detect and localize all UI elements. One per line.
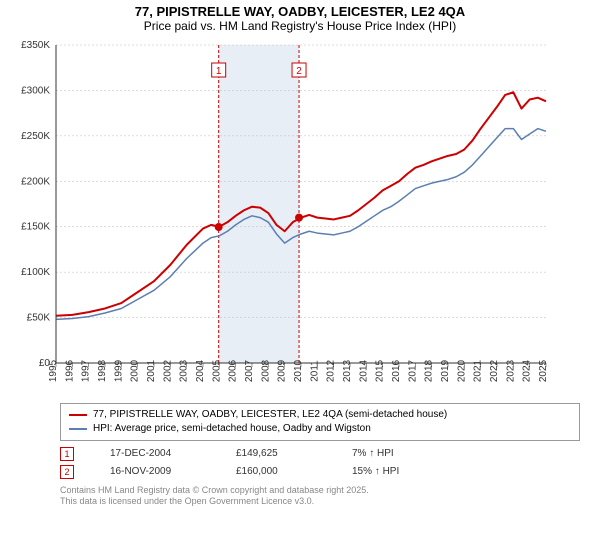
legend-swatch-1 xyxy=(69,414,87,416)
svg-text:£350K: £350K xyxy=(21,40,50,51)
attribution-line-2: This data is licensed under the Open Gov… xyxy=(60,496,580,507)
chart-container: 77, PIPISTRELLE WAY, OADBY, LEICESTER, L… xyxy=(0,0,600,560)
price-chart: £0£50K£100K£150K£200K£250K£300K£350K1995… xyxy=(0,39,560,399)
attribution-line-1: Contains HM Land Registry data © Crown c… xyxy=(60,485,580,496)
marker-box-1: 1 xyxy=(60,447,74,461)
legend-row-1: 77, PIPISTRELLE WAY, OADBY, LEICESTER, L… xyxy=(69,408,571,422)
marker-date-2: 16-NOV-2009 xyxy=(110,463,200,481)
marker-box-2: 2 xyxy=(60,465,74,479)
marker-price-2: £160,000 xyxy=(236,463,316,481)
marker-delta-1: 7% ↑ HPI xyxy=(352,445,394,463)
svg-text:£150K: £150K xyxy=(21,222,50,233)
legend-label-1: 77, PIPISTRELLE WAY, OADBY, LEICESTER, L… xyxy=(93,408,447,422)
chart-title-sub: Price paid vs. HM Land Registry's House … xyxy=(0,19,600,39)
svg-text:£50K: £50K xyxy=(27,313,51,324)
svg-text:£300K: £300K xyxy=(21,85,50,96)
svg-text:£100K: £100K xyxy=(21,267,50,278)
legend-box: 77, PIPISTRELLE WAY, OADBY, LEICESTER, L… xyxy=(60,403,580,441)
svg-text:£200K: £200K xyxy=(21,176,50,187)
legend-swatch-2 xyxy=(69,428,87,430)
marker-delta-2: 15% ↑ HPI xyxy=(352,463,399,481)
marker-date-1: 17-DEC-2004 xyxy=(110,445,200,463)
svg-text:1: 1 xyxy=(216,66,222,77)
svg-text:£250K: £250K xyxy=(21,131,50,142)
svg-text:2: 2 xyxy=(296,66,302,77)
marker-table: 1 17-DEC-2004 £149,625 7% ↑ HPI 2 16-NOV… xyxy=(60,445,580,481)
legend-label-2: HPI: Average price, semi-detached house,… xyxy=(93,422,371,436)
legend-row-2: HPI: Average price, semi-detached house,… xyxy=(69,422,571,436)
attribution: Contains HM Land Registry data © Crown c… xyxy=(60,485,580,507)
marker-price-1: £149,625 xyxy=(236,445,316,463)
chart-title-main: 77, PIPISTRELLE WAY, OADBY, LEICESTER, L… xyxy=(0,0,600,19)
marker-row-2: 2 16-NOV-2009 £160,000 15% ↑ HPI xyxy=(60,463,580,481)
marker-row-1: 1 17-DEC-2004 £149,625 7% ↑ HPI xyxy=(60,445,580,463)
